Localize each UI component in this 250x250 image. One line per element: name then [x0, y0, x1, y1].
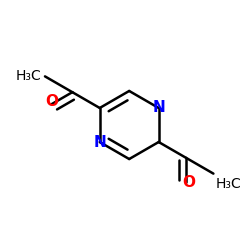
- Text: N: N: [152, 100, 165, 116]
- Text: O: O: [45, 94, 58, 110]
- Text: H₃C: H₃C: [16, 70, 41, 84]
- Text: H₃C: H₃C: [216, 177, 242, 191]
- Text: O: O: [182, 175, 195, 190]
- Text: N: N: [93, 134, 106, 150]
